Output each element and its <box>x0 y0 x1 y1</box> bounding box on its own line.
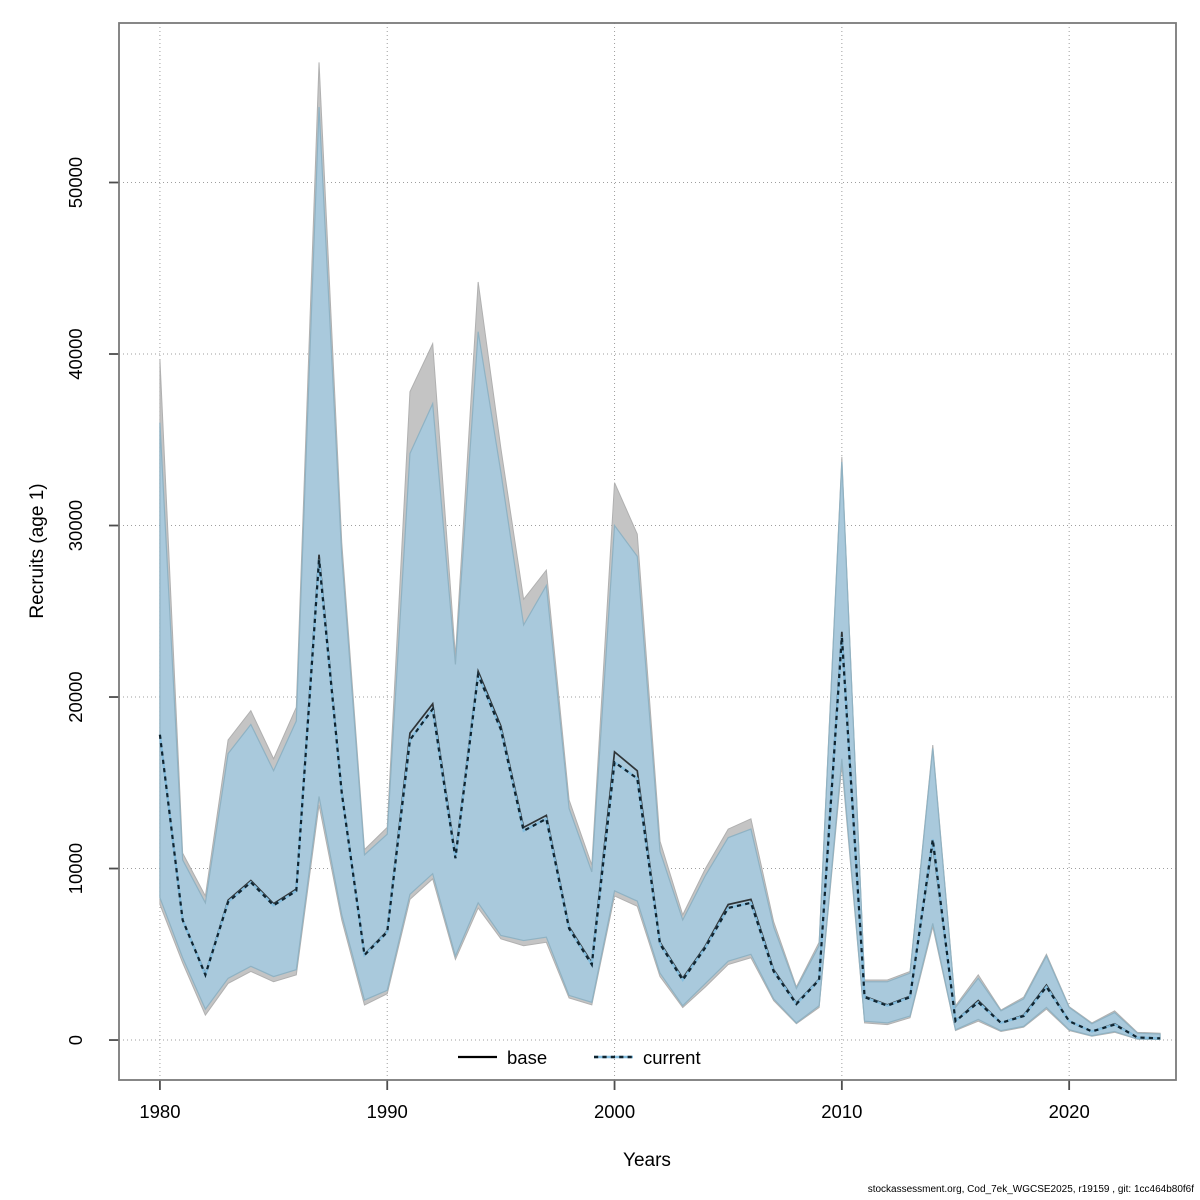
y-tick-label: 20000 <box>65 671 86 722</box>
y-tick-label: 10000 <box>65 843 86 894</box>
data-layer <box>158 62 1161 1041</box>
y-tick-label: 0 <box>65 1035 86 1045</box>
x-tick-label: 2010 <box>821 1101 862 1122</box>
x-tick-label: 2020 <box>1049 1101 1090 1122</box>
legend-current-label: current <box>643 1047 701 1068</box>
legend-base-label: base <box>507 1047 547 1068</box>
current-confidence-band <box>159 107 1161 1040</box>
y-tick-label: 30000 <box>65 500 86 551</box>
current-mean-line <box>158 559 1161 1040</box>
axis-tick-labels: 1980 1990 2000 2010 2020 0 10000 20000 30000 4000… <box>65 157 1090 1122</box>
plot-frame <box>118 22 1177 1081</box>
footer-citation: stockassessment.org, Cod_7ek_WGCSE2025, … <box>868 1184 1195 1195</box>
x-tick-label: 2000 <box>594 1101 635 1122</box>
x-axis-title: Years <box>623 1150 671 1171</box>
y-tick-label: 50000 <box>65 157 86 208</box>
y-tick-label: 40000 <box>65 328 86 379</box>
axis-ticks <box>109 181 1071 1090</box>
y-axis-title: Recruits (age 1) <box>27 483 48 618</box>
legend: base current <box>458 1047 701 1068</box>
x-tick-label: 1990 <box>367 1101 408 1122</box>
x-tick-label: 1980 <box>139 1101 180 1122</box>
